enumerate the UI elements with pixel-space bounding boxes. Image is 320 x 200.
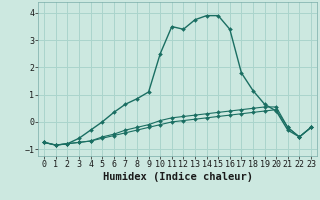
- X-axis label: Humidex (Indice chaleur): Humidex (Indice chaleur): [103, 172, 252, 182]
